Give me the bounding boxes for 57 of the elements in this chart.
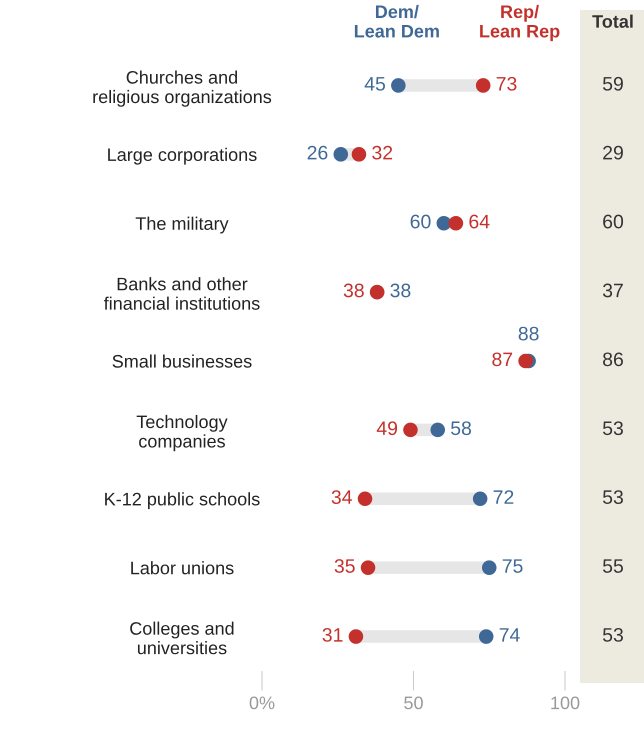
- y-tick-label: Churches and religious organizations: [93, 70, 272, 107]
- text: 29: [603, 146, 623, 160]
- point: [518, 354, 533, 368]
- y-tick-label: K-12 public schools: [105, 492, 260, 510]
- data-label: 75: [502, 559, 523, 573]
- data-label: 32: [372, 146, 392, 160]
- point: [360, 560, 376, 575]
- point: [333, 147, 348, 162]
- y-tick-label: Labor unions: [131, 561, 234, 574]
- data-label: 35: [334, 559, 355, 573]
- point: [472, 491, 488, 506]
- point: [478, 629, 494, 644]
- x-tick-label: 100: [551, 696, 580, 710]
- data-label: 26: [308, 146, 328, 160]
- text: 53: [602, 490, 623, 504]
- point: [352, 147, 366, 162]
- data-label: 72: [494, 490, 514, 504]
- data-label: 38: [390, 284, 410, 298]
- x-tick-label: 50: [404, 696, 423, 710]
- point: [476, 78, 490, 93]
- data-label: 34: [332, 490, 352, 504]
- point: [358, 491, 372, 506]
- text: Dem/ Lean Dem: [354, 4, 439, 38]
- data-label: 31: [322, 628, 342, 642]
- text: 55: [602, 559, 623, 573]
- data-label: 60: [410, 214, 431, 228]
- data-label: 88: [518, 326, 539, 340]
- data-label: 87: [492, 352, 512, 366]
- data-label: 38: [344, 284, 364, 298]
- data-label: 49: [376, 421, 398, 436]
- text: 53: [602, 421, 623, 436]
- y-tick-label: Colleges and universities: [130, 622, 234, 654]
- data-label: 58: [451, 421, 472, 436]
- data-label: 64: [469, 214, 490, 228]
- point: [436, 216, 452, 231]
- y-tick-label: Technology companies: [136, 414, 228, 452]
- x-tick-label: 0%: [250, 696, 274, 710]
- data-label: 45: [364, 77, 386, 91]
- y-tick-label: Large corporations: [108, 148, 257, 165]
- text: 53: [602, 628, 623, 642]
- text: 59: [602, 76, 623, 91]
- y-tick-label: Banks and other financial institutions: [104, 277, 260, 310]
- text: Total: [592, 14, 633, 28]
- text: 86: [603, 352, 623, 366]
- text: Rep/ Lean Rep: [480, 4, 560, 42]
- point: [403, 422, 418, 438]
- point: [482, 560, 497, 575]
- data-label: 73: [496, 76, 516, 91]
- data-label: 74: [500, 628, 520, 642]
- point: [391, 78, 406, 93]
- y-tick-label: Small businesses: [112, 354, 252, 368]
- point: [430, 422, 446, 438]
- point: [348, 629, 364, 644]
- text: 37: [602, 284, 623, 298]
- text: 60: [603, 214, 624, 228]
- point: [448, 216, 464, 231]
- y-tick-label: The military: [136, 216, 229, 234]
